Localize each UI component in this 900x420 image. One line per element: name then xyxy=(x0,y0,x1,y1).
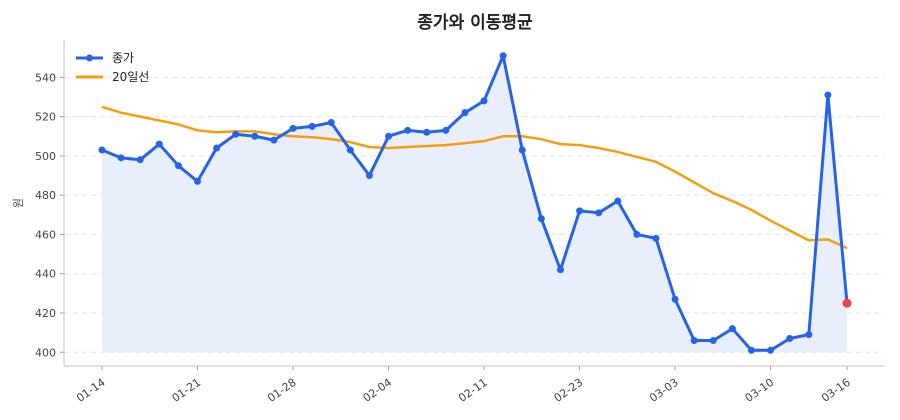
close-point xyxy=(289,124,297,132)
close-point xyxy=(767,346,775,354)
close-point xyxy=(117,154,125,162)
x-tick-label: 02-23 xyxy=(552,376,586,405)
chart-title: 종가와 이동평균 xyxy=(417,13,533,33)
legend-label-ma20: 20일선 xyxy=(112,70,149,84)
close-line xyxy=(101,54,849,352)
close-point xyxy=(633,230,641,238)
close-point xyxy=(136,156,144,164)
y-tick-label: 400 xyxy=(35,346,56,359)
close-point xyxy=(518,146,526,154)
close-point xyxy=(423,128,431,136)
close-point xyxy=(747,346,755,354)
close-point xyxy=(442,126,450,134)
close-point xyxy=(308,122,316,130)
x-tick-label: 01-28 xyxy=(265,376,299,405)
close-point xyxy=(346,146,354,154)
close-point xyxy=(174,162,182,170)
close-area-fill xyxy=(102,55,847,353)
close-point xyxy=(365,172,373,180)
close-point xyxy=(480,97,488,105)
close-point xyxy=(232,130,240,138)
x-tick-label: 02-11 xyxy=(456,376,490,405)
close-point xyxy=(614,197,622,205)
y-tick-label: 420 xyxy=(35,307,56,320)
x-tick-label: 01-21 xyxy=(170,376,204,405)
close-point xyxy=(595,209,603,217)
x-tick-label: 03-03 xyxy=(647,376,681,405)
close-point xyxy=(213,144,221,152)
legend-label-close: 종가 xyxy=(112,51,134,65)
close-point xyxy=(556,266,564,274)
close-point xyxy=(194,177,202,185)
y-axis-label: 원 xyxy=(12,198,25,208)
y-tick-label: 440 xyxy=(35,268,56,281)
close-point xyxy=(98,146,106,154)
last-close-point xyxy=(842,298,852,308)
x-axis-ticks: 01-14 01-21 01-28 02-04 02-11 02-23 03-03 03-10… xyxy=(74,366,853,405)
x-tick-label: 03-16 xyxy=(819,376,853,405)
y-tick-label: 520 xyxy=(35,111,56,124)
close-point xyxy=(824,91,832,99)
close-point xyxy=(461,109,469,117)
y-axis-ticks: 400 420 440 460 480 500 520 540 xyxy=(35,71,64,359)
close-point xyxy=(404,126,412,134)
close-point xyxy=(155,140,163,148)
close-point xyxy=(270,136,278,144)
series-layer xyxy=(98,52,852,354)
close-point xyxy=(728,325,736,333)
x-tick-label: 03-10 xyxy=(743,376,777,405)
close-point xyxy=(251,132,259,140)
close-point xyxy=(327,118,335,126)
close-point xyxy=(537,215,545,223)
ma20-line xyxy=(101,105,848,250)
close-point xyxy=(576,207,584,215)
y-tick-label: 500 xyxy=(35,150,56,163)
y-tick-label: 460 xyxy=(35,228,56,241)
close-point xyxy=(690,336,698,344)
x-tick-label: 01-14 xyxy=(74,376,108,405)
close-point xyxy=(499,52,507,60)
close-point xyxy=(709,336,717,344)
close-point xyxy=(805,331,813,339)
legend-marker-close xyxy=(86,54,93,62)
close-point xyxy=(652,234,660,242)
y-tick-label: 480 xyxy=(35,189,56,202)
close-point xyxy=(786,335,794,343)
close-point xyxy=(385,132,393,140)
legend: 종가 20일선 xyxy=(76,51,149,84)
close-point xyxy=(671,295,679,303)
x-tick-label: 02-04 xyxy=(361,376,395,405)
y-tick-label: 540 xyxy=(35,71,56,84)
